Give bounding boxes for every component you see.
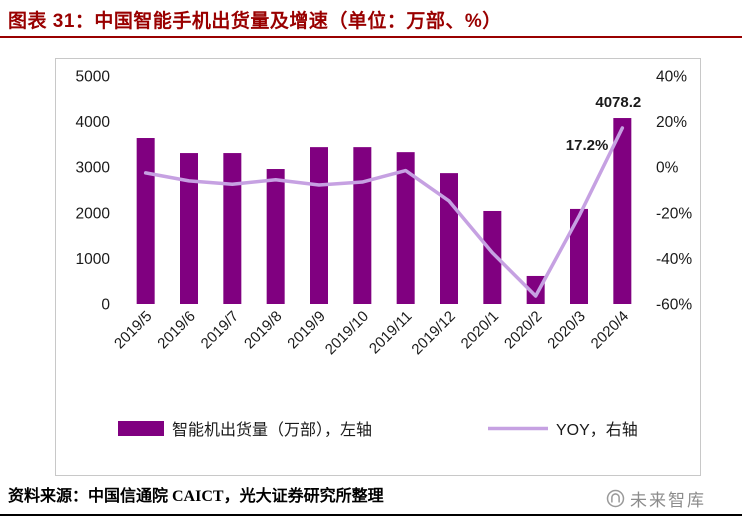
legend: 智能机出货量（万部），左轴 YOY，右轴 <box>118 421 638 439</box>
shipment-bars <box>136 118 632 304</box>
bottom-divider <box>0 514 742 516</box>
combo-chart: 0 1000 2000 3000 4000 5000 -60% -40% -20% 0% 20% 40… <box>76 69 693 440</box>
watermark: 未来智库 <box>604 486 708 511</box>
left-axis-label: 3000 <box>76 160 111 177</box>
x-axis-label: 2019/6 <box>154 308 198 352</box>
x-axis-label: 2019/11 <box>366 308 416 358</box>
shipment-bar <box>526 275 545 304</box>
shipment-bar <box>353 147 372 304</box>
right-axis-label: -40% <box>656 251 692 268</box>
x-axis-label: 2019/8 <box>241 308 285 352</box>
bar-value-label: 4078.2 <box>595 94 641 111</box>
x-axis-label: 2020/3 <box>544 308 588 352</box>
left-axis-label: 1000 <box>76 251 111 268</box>
legend-bar-label: 智能机出货量（万部），左轴 <box>172 421 372 439</box>
x-axis-label: 2019/12 <box>408 308 458 358</box>
legend-line-label: YOY，右轴 <box>556 421 638 439</box>
shipment-bar <box>396 152 415 304</box>
source-note: 资料来源：中国信通院 CAICT，光大证券研究所整理 <box>8 488 384 505</box>
shipment-bar <box>570 208 588 304</box>
x-axis-label: 2020/4 <box>588 308 632 352</box>
shipment-bar <box>180 153 198 304</box>
shipment-bar <box>223 153 242 304</box>
right-axis-label: -60% <box>656 297 692 314</box>
shipment-bar <box>310 147 328 304</box>
title-divider <box>0 36 742 38</box>
left-axis-label: 2000 <box>76 205 111 222</box>
x-axis-label: 2019/7 <box>198 308 242 352</box>
watermark-logo-icon <box>606 489 625 508</box>
left-axis-label: 0 <box>101 297 110 314</box>
shipment-bar <box>266 169 285 304</box>
x-axis-label: 2020/2 <box>501 308 545 352</box>
right-axis-label: 20% <box>656 114 687 131</box>
right-axis-label: -20% <box>656 205 692 222</box>
chart-container: 0 1000 2000 3000 4000 5000 -60% -40% -20% 0% 20% 40… <box>55 58 701 476</box>
yoy-line <box>143 126 625 298</box>
right-axis-label: 0% <box>656 160 679 177</box>
x-axis-label: 2019/10 <box>322 308 372 358</box>
left-axis-label: 4000 <box>76 114 111 131</box>
legend-bar-swatch <box>118 421 164 436</box>
x-axis-label: 2020/1 <box>458 308 502 352</box>
watermark-text: 未来智库 <box>630 491 706 510</box>
x-axis-label: 2019/5 <box>111 308 155 352</box>
left-axis-label: 5000 <box>76 69 111 86</box>
shipment-bar <box>136 138 155 304</box>
shipment-bar <box>613 118 632 304</box>
shipment-bar <box>483 210 502 304</box>
line-value-label: 17.2% <box>566 137 609 154</box>
shipment-bar <box>440 173 458 304</box>
figure-title: 图表 31：中国智能手机出货量及增速（单位：万部、%） <box>8 11 502 32</box>
right-axis-label: 40% <box>656 69 687 86</box>
